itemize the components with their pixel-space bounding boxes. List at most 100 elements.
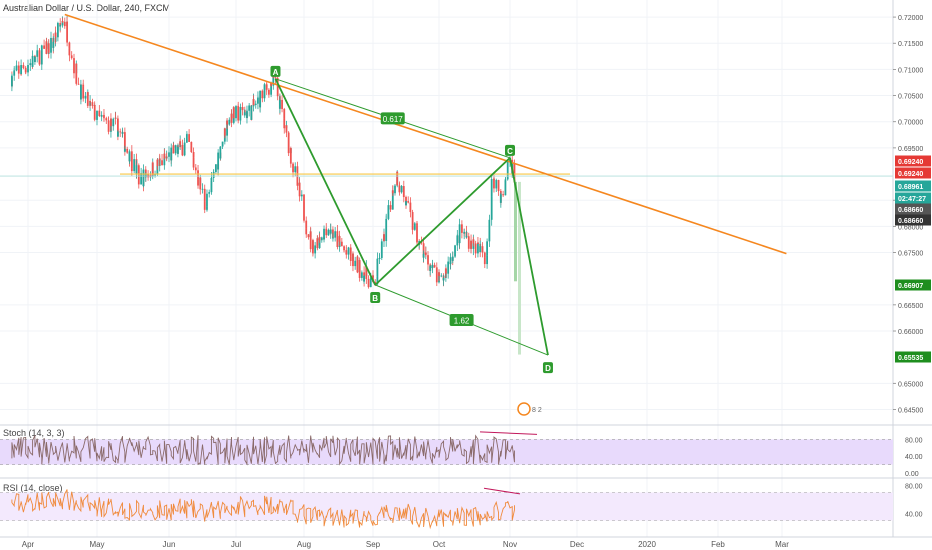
candle-body [481, 246, 484, 253]
candle-body [20, 65, 22, 74]
candle-body [82, 86, 85, 99]
candle-body [488, 219, 491, 242]
candle-body [22, 65, 25, 69]
candle-body [376, 276, 379, 285]
time-tick-label: Nov [503, 540, 517, 549]
candle-body [63, 21, 66, 27]
candle-body [513, 163, 516, 178]
candle-body [292, 163, 294, 169]
candle-body [365, 266, 368, 279]
price-tick-label: 0.66000 [898, 329, 923, 336]
candle-body [334, 231, 337, 238]
candle-body [347, 247, 350, 255]
price-tick-label: 0.68000 [898, 224, 923, 231]
candle-body [413, 223, 416, 230]
candle-body [54, 32, 57, 38]
candle-body [329, 229, 332, 234]
candle-body [272, 73, 275, 86]
candle-body [190, 145, 193, 152]
time-tick-label: Feb [711, 540, 725, 549]
candle-body [154, 174, 156, 176]
ratio-label-bg [380, 112, 405, 125]
candle-body [402, 195, 405, 197]
stoch-divergence-line [479, 431, 538, 435]
candle-body [354, 260, 357, 267]
candle-body [250, 106, 253, 120]
price-tag-bg [895, 351, 931, 363]
price-tag-bg [895, 180, 931, 192]
candle-body [112, 118, 115, 127]
candle-body [305, 220, 308, 229]
candle-body [394, 185, 396, 194]
candle-body [98, 110, 101, 116]
candle-body [281, 99, 283, 110]
price-tag-label: 0.69240 [898, 159, 923, 166]
candle-body [130, 168, 133, 172]
candle-body [411, 212, 414, 226]
candle-body [477, 242, 479, 254]
candle-body [197, 179, 199, 186]
candle-body [103, 117, 105, 119]
candle-body [307, 234, 310, 238]
candle-body [493, 178, 495, 189]
candle-body [179, 141, 182, 145]
time-tick-label: May [89, 540, 104, 549]
candle-body [429, 266, 432, 271]
price-tag-bg [895, 203, 931, 215]
candle-body [254, 103, 257, 105]
candle-body [477, 242, 479, 244]
candle-body [396, 171, 399, 186]
candle-body [210, 177, 213, 181]
candle-body [499, 194, 502, 203]
rsi-label: RSI (14, close) [3, 483, 63, 493]
candle-body [327, 229, 330, 236]
candle-body [309, 231, 312, 250]
candle-body [188, 134, 190, 142]
price-tag-label: 0.68660 [898, 207, 923, 214]
candle-body [73, 60, 75, 74]
candle-body [86, 92, 89, 106]
pattern-point-label: A [273, 68, 279, 77]
candle-body [80, 84, 82, 100]
candle-body [369, 278, 372, 288]
time-tick-label: Sep [366, 540, 381, 549]
candle-body [100, 114, 103, 117]
candle-body [314, 245, 317, 254]
candle-body [212, 171, 215, 174]
candle-body [268, 89, 270, 95]
candle-body [296, 166, 299, 173]
candle-body [349, 256, 352, 262]
projection-bar [514, 181, 517, 282]
price-tag-bg [895, 279, 931, 291]
candle-body [402, 186, 405, 196]
candle-body [147, 173, 149, 178]
time-tick-label: Aug [297, 540, 311, 549]
candle-body [130, 151, 133, 169]
candle-body [367, 278, 370, 288]
candle-body [223, 128, 226, 136]
candle-body [407, 201, 410, 203]
candle-body [325, 229, 328, 236]
candle-body [385, 220, 388, 241]
candle-body [449, 257, 452, 265]
candle-body [235, 106, 237, 119]
candle-body [363, 275, 365, 282]
ratio-label-bg [449, 314, 474, 327]
candle-body [440, 275, 443, 277]
candle-body [438, 272, 440, 276]
candle-body [110, 118, 112, 127]
candle-body [93, 105, 96, 120]
candles [11, 15, 516, 289]
stoch-panel: 80.00 40.00 0.00 [0, 424, 932, 478]
stoch-label: Stoch (14, 3, 3) [3, 428, 65, 438]
candle-body [461, 224, 463, 233]
candle-body [181, 144, 184, 156]
candle-body [59, 25, 62, 27]
candle-body [177, 147, 179, 154]
candle-body [144, 173, 147, 178]
rsi-tick-label: 40.00 [905, 512, 923, 519]
candle-body [486, 241, 488, 256]
candle-body [472, 239, 475, 244]
price-tick-label: 0.67500 [898, 251, 923, 258]
